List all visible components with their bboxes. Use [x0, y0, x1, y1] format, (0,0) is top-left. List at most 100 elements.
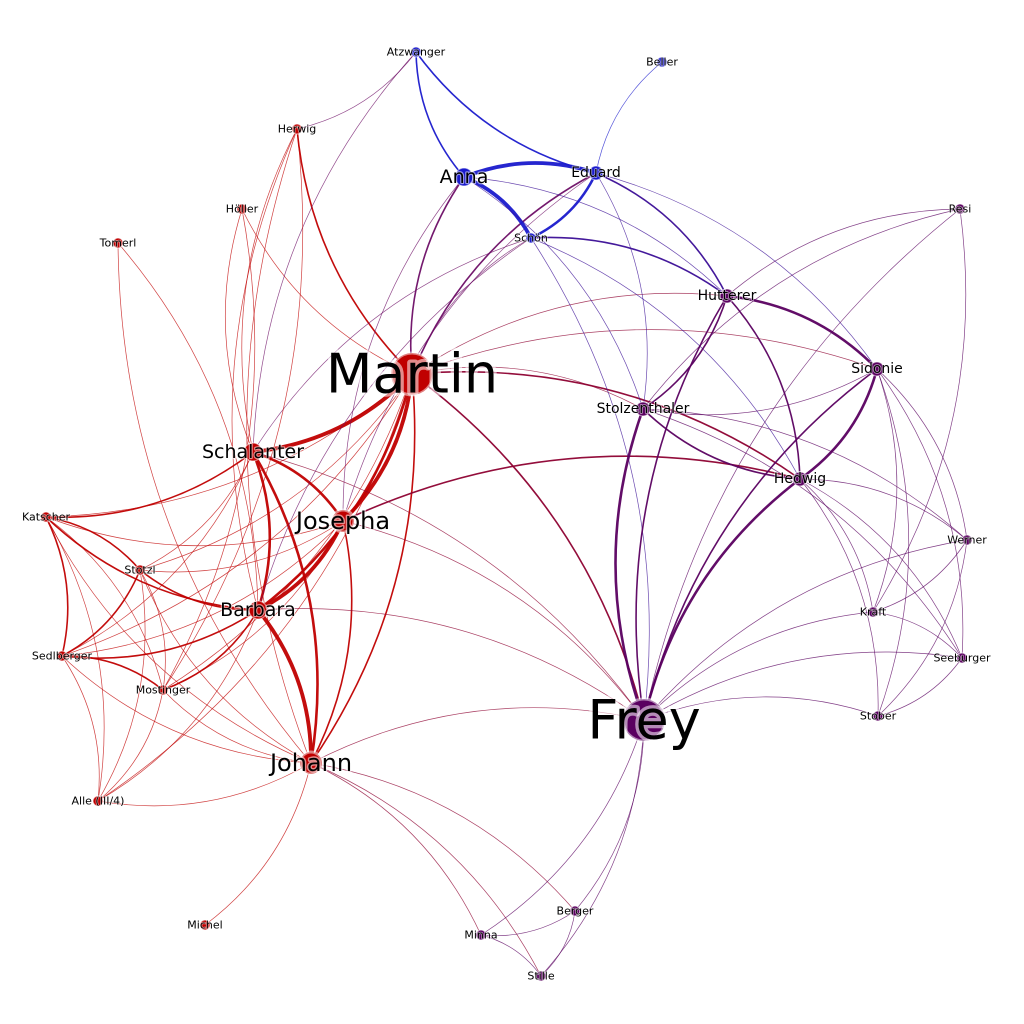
- edge-schalanter-josepha: [252, 450, 345, 522]
- edge-stotzl-alle: [97, 569, 146, 802]
- edge-johann-minna: [310, 762, 482, 936]
- node-label-stober: Stober: [860, 710, 897, 723]
- node-alle: [92, 795, 104, 807]
- edge-barbara-frey: [257, 608, 645, 721]
- node-label-beller: Beller: [646, 56, 678, 69]
- edge-sidonie-seeburger: [876, 368, 964, 659]
- node-frey: [621, 697, 667, 743]
- node-label-frey: Frey: [587, 689, 700, 752]
- edge-josepha-eduard: [342, 172, 597, 522]
- edge-martin-schon: [411, 237, 532, 375]
- edge-sidonie-stolzenthaler: [642, 368, 878, 416]
- node-mostinger: [157, 684, 169, 696]
- node-beller: [656, 56, 668, 68]
- edge-werner-kraft: [872, 539, 968, 613]
- node-label-josepha: Josepha: [294, 507, 390, 535]
- node-label-stolzenthaler: Stolzenthaler: [597, 401, 690, 417]
- edge-josepha-sedlberger: [61, 520, 344, 657]
- edge-seeburger-stober: [877, 657, 963, 717]
- node-label-werner: Werner: [947, 534, 987, 547]
- node-layer: [40, 46, 973, 982]
- node-berger: [569, 905, 581, 917]
- node-atzwanger: [410, 46, 422, 58]
- edge-josepha-anna: [342, 176, 465, 522]
- node-minna: [475, 929, 487, 941]
- edge-johann-michel: [204, 762, 312, 926]
- edge-frey-sidonie: [643, 368, 878, 721]
- edge-schon-hedwig: [530, 237, 801, 480]
- edge-anna-stolzenthaler: [463, 176, 644, 410]
- edge-martin-sedlberger: [61, 373, 413, 657]
- node-label-sidonie: Sidonie: [851, 361, 903, 377]
- node-stotzl: [134, 564, 146, 576]
- node-label-herwig: Herwig: [278, 123, 317, 136]
- node-werner: [961, 534, 973, 546]
- label-layer: Martin Frey Schalanter Josepha Barbara Johann…: [21, 45, 992, 984]
- edge-layer: [45, 51, 968, 977]
- node-label-schalanter: Schalanter: [202, 441, 304, 463]
- edge-sedlberger-alle: [61, 655, 100, 802]
- node-sidonie: [869, 361, 885, 377]
- edge-werner-stober: [877, 539, 968, 717]
- node-label-johann: Johann: [268, 749, 352, 777]
- edge-anna-hutterer: [463, 176, 728, 297]
- node-hedwig: [792, 471, 808, 487]
- edge-martin-barbara: [257, 373, 414, 612]
- edge-sidonie-stober: [876, 368, 910, 717]
- edge-frey-hutterer: [635, 295, 728, 721]
- node-label-stotzl: Stotzl: [124, 564, 155, 577]
- edge-katscher-alle: [45, 516, 105, 802]
- edge-resi-kraft: [872, 208, 967, 613]
- edge-johann-berger: [310, 762, 576, 912]
- edge-johann-tomerl: [117, 242, 312, 764]
- node-stober: [872, 710, 884, 722]
- edge-hutterer-stolzenthaler: [642, 295, 728, 410]
- edge-hedwig-stolzenthaler: [642, 408, 801, 480]
- edge-sidonie-hedwig: [799, 368, 879, 481]
- node-martin: [389, 351, 435, 397]
- edge-schalanter-stotzl: [139, 451, 254, 571]
- edge-martin-johann: [310, 373, 416, 764]
- edge-johann-stille: [310, 762, 542, 977]
- edge-schalanter-frey: [252, 451, 645, 721]
- edge-katscher-sedlberger: [45, 516, 69, 657]
- node-kraft: [867, 606, 879, 618]
- edge-josepha-barbara: [257, 520, 345, 612]
- edge-josepha-frey: [342, 520, 645, 721]
- node-label-eduard: Eduard: [571, 165, 621, 181]
- edge-martin-stotzl: [139, 373, 413, 571]
- node-label-resi: Resi: [949, 203, 972, 216]
- edge-eduard-atzwanger: [415, 51, 597, 174]
- edge-sedlberger-mostinger: [61, 655, 164, 691]
- edge-katscher-mostinger: [45, 516, 164, 691]
- edge-martin-mostinger: [162, 373, 413, 691]
- edge-hutterer-resi: [726, 208, 961, 297]
- node-johann: [298, 750, 324, 776]
- node-label-hedwig: Hedwig: [774, 471, 826, 487]
- node-label-mostinger: Mostinger: [136, 684, 191, 697]
- edge-schalanter-barbara: [251, 451, 272, 611]
- edge-eduard-sidonie: [595, 172, 878, 370]
- edge-frey-minna: [480, 719, 645, 936]
- edge-berger-minna: [480, 910, 576, 937]
- edge-frey-stolzenthaler: [614, 408, 646, 721]
- edge-barbara-herwig: [231, 128, 298, 611]
- edge-martin-holler: [241, 208, 413, 375]
- edge-frey-stober: [643, 696, 879, 721]
- edge-schalanter-holler: [224, 208, 254, 453]
- node-label-stille: Stille: [527, 970, 554, 983]
- node-holler: [236, 203, 248, 215]
- edge-tomerl-barbara: [117, 242, 259, 611]
- node-label-minna: Minna: [464, 929, 497, 942]
- node-label-hutterer: Hutterer: [698, 288, 757, 304]
- node-label-anna: Anna: [440, 166, 489, 188]
- edge-josepha-stotzl: [139, 520, 344, 573]
- node-label-atzwanger: Atzwanger: [387, 46, 446, 59]
- edge-frey-stille: [540, 719, 645, 977]
- edge-martin-stolzenthaler: [411, 366, 644, 410]
- edge-hedwig-werner: [799, 478, 968, 541]
- edge-berger-stille: [540, 910, 576, 977]
- node-josepha: [330, 508, 356, 534]
- edge-frey-seeburger: [643, 651, 963, 721]
